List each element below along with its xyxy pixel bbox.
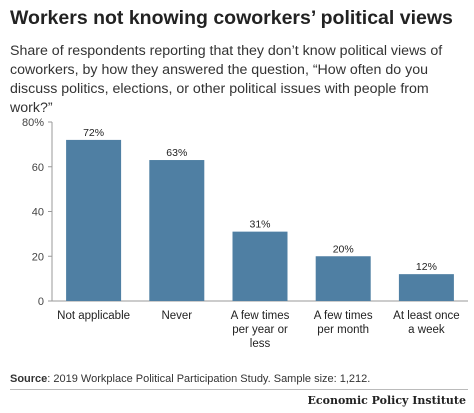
- bar-chart: 0 20 40 60 80% 72% Not applicable 63% Never 31% A …: [22, 117, 468, 350]
- bar-value-label: 12%: [416, 261, 437, 273]
- x-category-label-line: per year or: [232, 324, 288, 336]
- bar-value-label: 20%: [333, 243, 354, 255]
- bar: [398, 274, 454, 301]
- bar-value-label: 72%: [83, 127, 104, 139]
- bar: [232, 231, 288, 301]
- y-tick-label: 20: [32, 251, 44, 263]
- x-category-label: A few times per month: [314, 310, 373, 336]
- x-category-label: Never: [161, 310, 192, 322]
- x-category-label-line: Never: [161, 310, 192, 322]
- y-tick-label: 40: [32, 207, 44, 219]
- y-tick-label: 80%: [22, 117, 44, 129]
- x-category-label-line: less: [250, 338, 271, 350]
- x-category-label: At least once a week: [393, 310, 459, 336]
- chart-subtitle: Share of respondents reporting that they…: [10, 43, 443, 116]
- y-tick-label: 60: [32, 162, 44, 174]
- source-note: Source: 2019 Workplace Political Partici…: [10, 373, 370, 385]
- bar: [315, 256, 371, 301]
- chart-title: Workers not knowing coworkers’ political…: [10, 7, 453, 29]
- footer-divider: [10, 389, 468, 390]
- bar: [66, 139, 122, 301]
- x-category-label: Not applicable: [57, 310, 130, 322]
- x-category-label-line: A few times: [231, 310, 290, 322]
- bar: [149, 160, 205, 301]
- x-category-label-line: At least once: [393, 310, 459, 322]
- source-text: : 2019 Workplace Political Participation…: [47, 373, 371, 385]
- source-label: Source: [10, 373, 48, 385]
- x-category-label-line: Not applicable: [57, 310, 130, 322]
- bar-value-label: 31%: [249, 219, 270, 231]
- x-category-label: A few times per year or less: [231, 310, 290, 350]
- y-tick-label: 0: [38, 296, 44, 308]
- bar-value-label: 63%: [166, 147, 187, 159]
- x-category-label-line: per month: [317, 324, 369, 336]
- x-category-label-line: A few times: [314, 310, 373, 322]
- x-category-label-line: a week: [408, 324, 445, 336]
- publisher-logo: Economic Policy Institute: [307, 394, 466, 407]
